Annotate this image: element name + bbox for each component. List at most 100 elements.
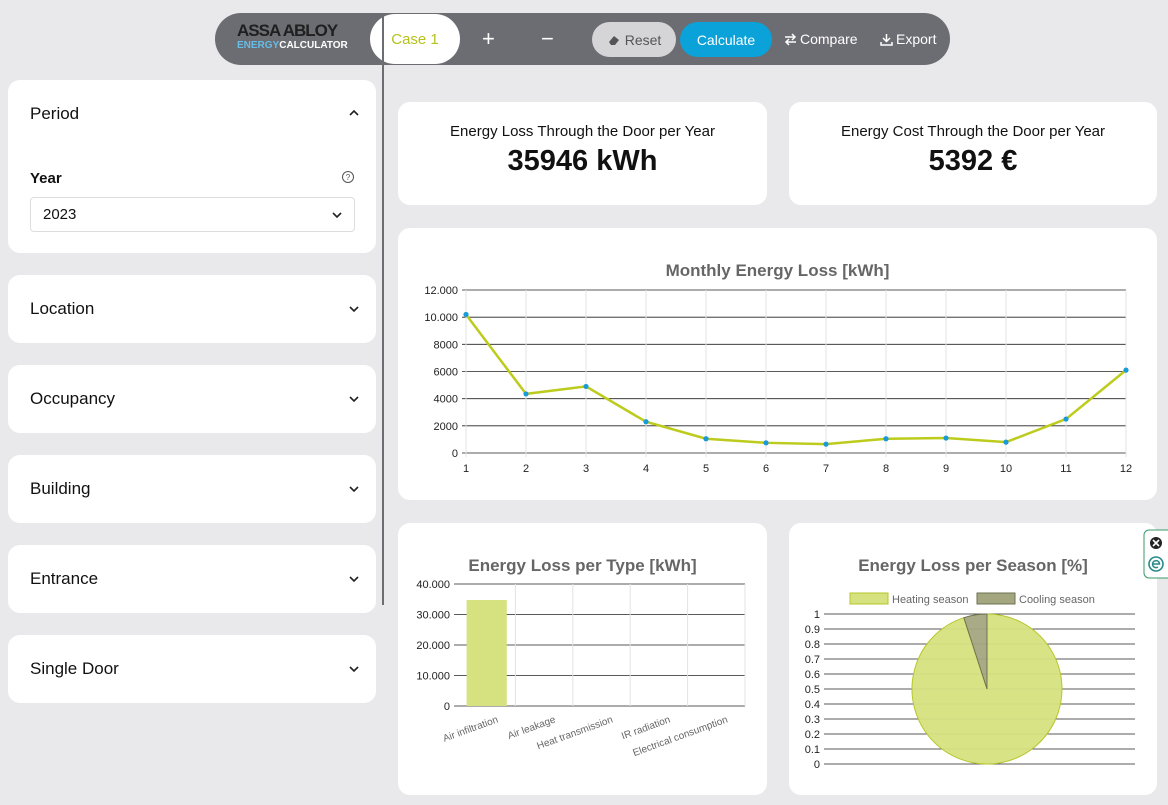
y-tick-label: 0.7 (805, 654, 820, 666)
y-tick-label: 0.2 (805, 729, 820, 741)
select-value: 2023 (43, 206, 77, 223)
x-tick-label: 12 (1120, 463, 1132, 475)
legend-swatch (849, 592, 889, 605)
legend-swatch (976, 592, 1016, 605)
data-point (643, 419, 649, 425)
y-tick-label: 0.3 (805, 714, 820, 726)
logo-calculator: CALCULATOR (279, 40, 348, 51)
section-title[interactable]: Occupancy (30, 389, 116, 408)
y-tick-label: 0 (814, 759, 820, 771)
calculate-button[interactable]: Calculate (680, 22, 772, 57)
chart: Energy Loss per Season [%] 0 0.1 0.2 0.3 0.4 0… (805, 556, 1135, 771)
svg-text:?: ? (346, 173, 351, 182)
compare-label: Compare (800, 31, 858, 47)
data-point (583, 383, 589, 390)
x-tick-label: 9 (943, 463, 949, 475)
y-tick-label: 40.000 (416, 579, 450, 591)
export-button[interactable]: Export (880, 31, 936, 47)
chart: Energy Loss per Type [kWh] 0 10.000 20.000 3… (416, 556, 746, 759)
chart-title: Energy Loss per Season [%] (858, 556, 1088, 575)
x-tick-label: 5 (703, 463, 709, 475)
x-tick-label: 1 (463, 463, 469, 475)
x-tick-label: 4 (643, 463, 649, 475)
kpi-card: Energy Cost Through the Door per Year 53… (789, 102, 1157, 205)
x-tick-label: 3 (583, 463, 589, 475)
section-title[interactable]: Location (30, 299, 95, 318)
section-title[interactable]: Building (30, 479, 91, 498)
export-label: Export (896, 31, 937, 47)
data-point (763, 440, 769, 446)
pie-slice (963, 613, 988, 690)
chart-title: Monthly Energy Loss [kWh] (666, 261, 890, 280)
toolbar (215, 13, 950, 65)
section-title[interactable]: Single Door (30, 659, 119, 678)
chevron-down[interactable] (348, 394, 360, 404)
y-tick-label: 0 (444, 701, 450, 713)
chevron-down[interactable] (348, 484, 360, 494)
section-panel: Location (8, 275, 376, 343)
year-select[interactable]: 2023 (30, 197, 355, 232)
x-tick-label: 8 (883, 463, 889, 475)
y-tick-label: 0.6 (805, 669, 820, 681)
y-tick-label: 10.000 (416, 671, 450, 683)
legend-label: Cooling season (1019, 594, 1095, 606)
y-tick-label: 4000 (434, 394, 458, 406)
x-tick-label: 6 (763, 463, 769, 475)
kpi-card: Energy Loss Through the Door per Year 35… (398, 102, 767, 205)
chart-card: Energy Loss per Season [%] 0 0.1 0.2 0.3 0.4 0… (789, 523, 1157, 795)
data-point (703, 436, 709, 442)
bar (466, 600, 507, 706)
x-tick-label: Air infiltration (442, 714, 500, 744)
data-point (1123, 367, 1129, 373)
divider (382, 13, 384, 605)
chart-card: Energy Loss per Type [kWh] 0 10.000 20.000 3… (398, 523, 767, 795)
y-tick-label: 0 (452, 448, 458, 460)
y-tick-label: 0.4 (805, 699, 820, 711)
chevron-up[interactable] (348, 108, 360, 118)
legend-label: Heating season (892, 594, 968, 606)
compare-button[interactable]: Compare (784, 31, 858, 47)
logo-energy: ENERGY (237, 40, 280, 51)
chevron-down[interactable] (348, 574, 360, 584)
kpi-label: Energy Cost Through the Door per Year (840, 123, 1106, 140)
data-point (943, 435, 949, 441)
reset-button[interactable]: Reset (592, 22, 676, 57)
section-title[interactable]: Entrance (30, 569, 99, 588)
y-tick-label: 8000 (434, 339, 458, 351)
side-widget[interactable] (1143, 529, 1168, 579)
logo-subtitle: ENERGYCALCULATOR (237, 40, 348, 51)
data-point (1003, 439, 1009, 445)
remove-case[interactable]: − (541, 26, 554, 51)
section-panel: Entrance (8, 545, 376, 613)
compare-icon (784, 32, 797, 46)
kpi-value: 35946 kWh (507, 145, 658, 177)
case-tab[interactable]: Case 1 (370, 14, 460, 64)
data-point (823, 441, 829, 447)
y-tick-label: 30.000 (416, 610, 450, 622)
y-tick-label: 6000 (434, 367, 458, 379)
logo-brand: ASSA ABLOY (237, 21, 338, 40)
x-tick-label: 10 (1000, 463, 1012, 475)
kpi-label: Energy Loss Through the Door per Year (450, 123, 715, 140)
y-tick-label: 0.5 (805, 684, 820, 696)
export-icon (880, 33, 893, 46)
section-panel: Single Door (8, 635, 376, 703)
y-tick-label: 0.9 (805, 624, 820, 636)
y-tick-label: 0.1 (805, 744, 820, 756)
data-point (1063, 416, 1069, 422)
chevron-down[interactable] (348, 304, 360, 314)
field-label: Year (30, 170, 62, 187)
help-icon[interactable]: ? (341, 170, 355, 184)
section-title[interactable]: Period (30, 104, 80, 123)
y-tick-label: 12.000 (424, 285, 458, 297)
y-tick-label: 2000 (434, 421, 458, 433)
chart-title: Energy Loss per Type [kWh] (468, 556, 696, 575)
chevron-down[interactable] (348, 664, 360, 674)
reset-label: Reset (624, 31, 662, 48)
period-panel: Period Year ? 2023 (8, 80, 376, 253)
add-case[interactable]: + (482, 26, 495, 51)
data-point (463, 311, 469, 318)
x-tick-label: 11 (1060, 463, 1071, 475)
